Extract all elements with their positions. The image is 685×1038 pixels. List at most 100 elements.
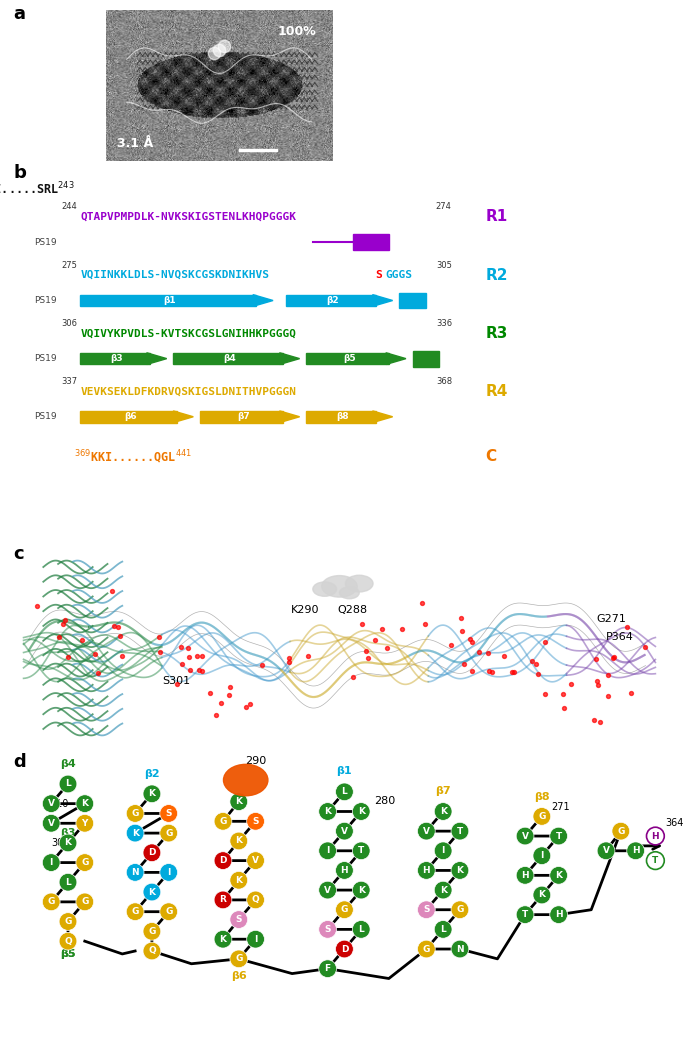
Circle shape [516,867,534,884]
Text: K: K [440,807,447,816]
Text: β2: β2 [144,769,160,780]
Point [486,663,497,680]
Text: β7: β7 [436,786,451,796]
Circle shape [533,886,551,904]
Point [153,629,164,646]
Text: K: K [132,828,138,838]
Text: H: H [651,831,659,841]
Text: L: L [65,780,71,789]
Polygon shape [147,353,166,364]
Text: S: S [375,270,382,280]
Point [377,621,388,637]
Circle shape [230,793,248,811]
Text: S: S [423,905,429,914]
Text: K: K [219,934,227,944]
Text: K: K [538,891,545,900]
Text: 305: 305 [436,261,451,270]
Point [284,650,295,666]
Text: β3: β3 [110,354,123,363]
Circle shape [451,862,469,879]
Point [362,650,373,666]
Text: R: R [220,896,227,904]
Ellipse shape [340,586,359,599]
Text: β8: β8 [336,412,349,421]
Point [208,45,219,61]
Text: V: V [324,885,331,895]
Point [466,663,477,680]
Text: S: S [166,809,172,818]
Bar [80,411,177,422]
Text: b: b [14,164,27,182]
Ellipse shape [322,576,358,597]
Point [106,582,117,599]
Point [558,700,569,716]
Circle shape [434,802,452,820]
Circle shape [417,822,435,840]
Text: I: I [441,846,445,855]
Ellipse shape [313,582,336,596]
Text: PS19: PS19 [34,354,56,363]
Point [54,629,65,646]
Bar [80,353,150,364]
Text: R4: R4 [486,384,508,399]
Circle shape [76,893,94,910]
Bar [412,351,439,366]
Circle shape [336,783,353,800]
Point [185,661,196,678]
Text: $^{1}$MAE.....SRL$^{243}$: $^{1}$MAE.....SRL$^{243}$ [0,181,75,197]
Text: β5: β5 [60,949,76,959]
Point [216,695,227,712]
Point [357,616,368,632]
Circle shape [214,852,232,870]
Text: β5: β5 [343,354,356,363]
Text: $^{369}$KKI......QGL$^{441}$: $^{369}$KKI......QGL$^{441}$ [74,447,192,466]
Point [626,685,637,702]
Point [225,679,236,695]
Text: 280: 280 [374,796,395,805]
Circle shape [319,842,336,859]
Text: V: V [252,856,259,865]
Circle shape [319,802,336,820]
Text: β4: β4 [60,759,76,769]
Point [214,42,225,58]
Point [539,686,550,703]
Point [192,648,203,664]
Circle shape [597,842,615,859]
Point [484,662,495,679]
Point [183,649,194,665]
Point [464,631,475,648]
Point [117,648,128,664]
Bar [200,411,283,422]
Text: 300: 300 [51,838,70,848]
Point [473,644,484,660]
Circle shape [214,891,232,908]
Circle shape [352,921,370,938]
Point [176,656,187,673]
Text: R2: R2 [486,268,508,282]
Circle shape [434,921,452,938]
Text: 306: 306 [61,319,77,328]
Circle shape [417,901,435,919]
Point [114,627,125,644]
Circle shape [160,824,177,842]
Circle shape [417,940,435,958]
Text: S: S [236,916,242,924]
Text: d: d [14,753,27,770]
Circle shape [143,923,161,940]
Point [32,598,43,614]
Polygon shape [253,295,273,306]
Point [420,616,431,632]
Point [219,37,229,54]
Text: D: D [219,856,227,865]
Text: 275: 275 [61,261,77,270]
Text: V: V [341,826,348,836]
Point [608,649,619,665]
Text: c: c [14,545,25,563]
Point [302,648,313,664]
Text: V: V [521,831,529,841]
Point [183,640,194,657]
Circle shape [516,827,534,845]
Point [197,663,208,680]
Point [540,633,551,650]
Text: G: G [81,898,88,906]
